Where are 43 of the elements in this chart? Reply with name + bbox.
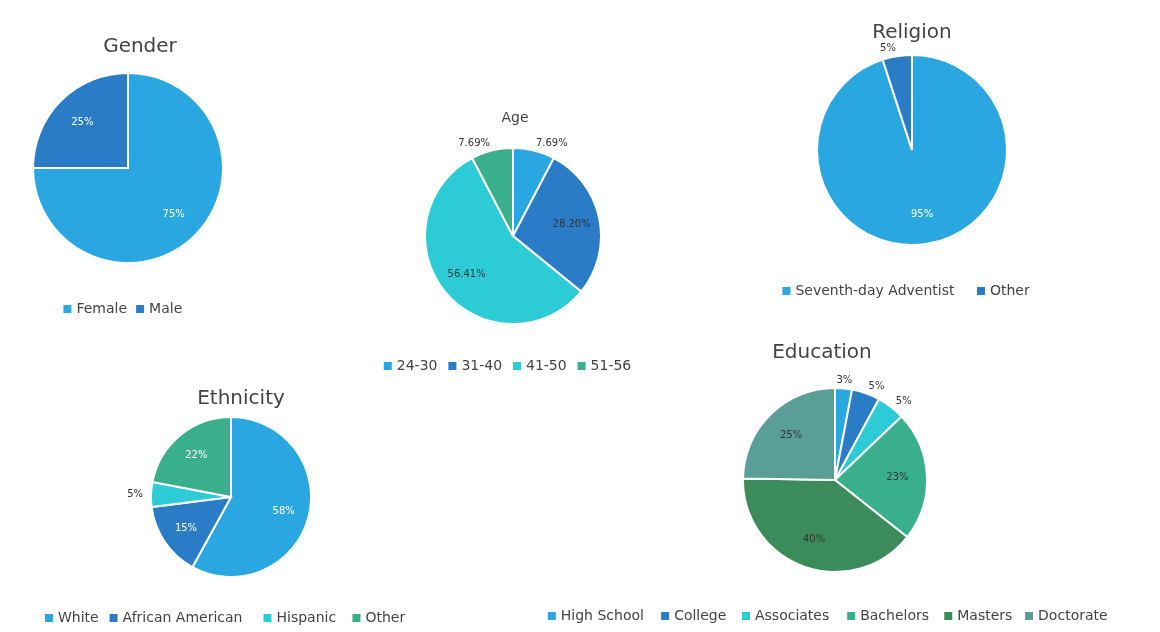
legend-label: 41-50 <box>526 357 567 373</box>
legend-label: Masters <box>957 607 1013 623</box>
legend-label: 24-30 <box>396 357 438 373</box>
data-label: 5% <box>127 488 144 500</box>
chart-title: Ethnicity <box>197 385 285 409</box>
data-label: 3% <box>836 374 853 386</box>
pie-slice <box>32 72 224 264</box>
legend-label: Associates <box>754 607 830 623</box>
data-label: 5% <box>895 394 912 406</box>
data-label: 15% <box>174 521 198 533</box>
data-label: 25% <box>71 116 94 128</box>
chart-title: Age <box>501 109 529 125</box>
data-label: 22% <box>185 449 208 461</box>
data-label: 95% <box>910 207 934 219</box>
data-label: 7.69% <box>458 136 491 148</box>
legend-label: Bachelors <box>860 607 930 623</box>
legend-label: College <box>674 607 727 623</box>
legend-label: 51-56 <box>590 357 632 373</box>
pie-slice <box>816 54 1008 246</box>
legend-label: Male <box>149 300 183 316</box>
data-label: 56.41% <box>447 267 486 279</box>
chart-title: Gender <box>103 33 178 57</box>
legend-label: Hispanic <box>276 609 337 625</box>
legend-label: High School <box>560 607 644 623</box>
legend-label: African American <box>122 609 243 625</box>
data-label: 28.20% <box>552 218 591 230</box>
data-label: 40% <box>802 532 826 544</box>
chart-title: Education <box>772 339 872 363</box>
legend-label: Doctorate <box>1038 607 1108 623</box>
legend-label: Other <box>365 609 406 625</box>
data-label: 5% <box>868 379 885 391</box>
data-label: 7.69% <box>535 136 568 148</box>
data-label: 58% <box>272 504 295 516</box>
legend-label: White <box>57 609 99 625</box>
data-label: 25% <box>779 429 803 441</box>
chart-title: Religion <box>872 19 952 43</box>
data-label: 5% <box>880 42 896 54</box>
legend-label: Female <box>76 300 128 316</box>
legend-label: 31-40 <box>461 357 503 373</box>
legend-label: Seventh-day Adventist <box>795 282 955 298</box>
data-label: 23% <box>886 471 909 483</box>
data-label: 75% <box>162 207 185 219</box>
legend-label: Other <box>989 282 1030 298</box>
